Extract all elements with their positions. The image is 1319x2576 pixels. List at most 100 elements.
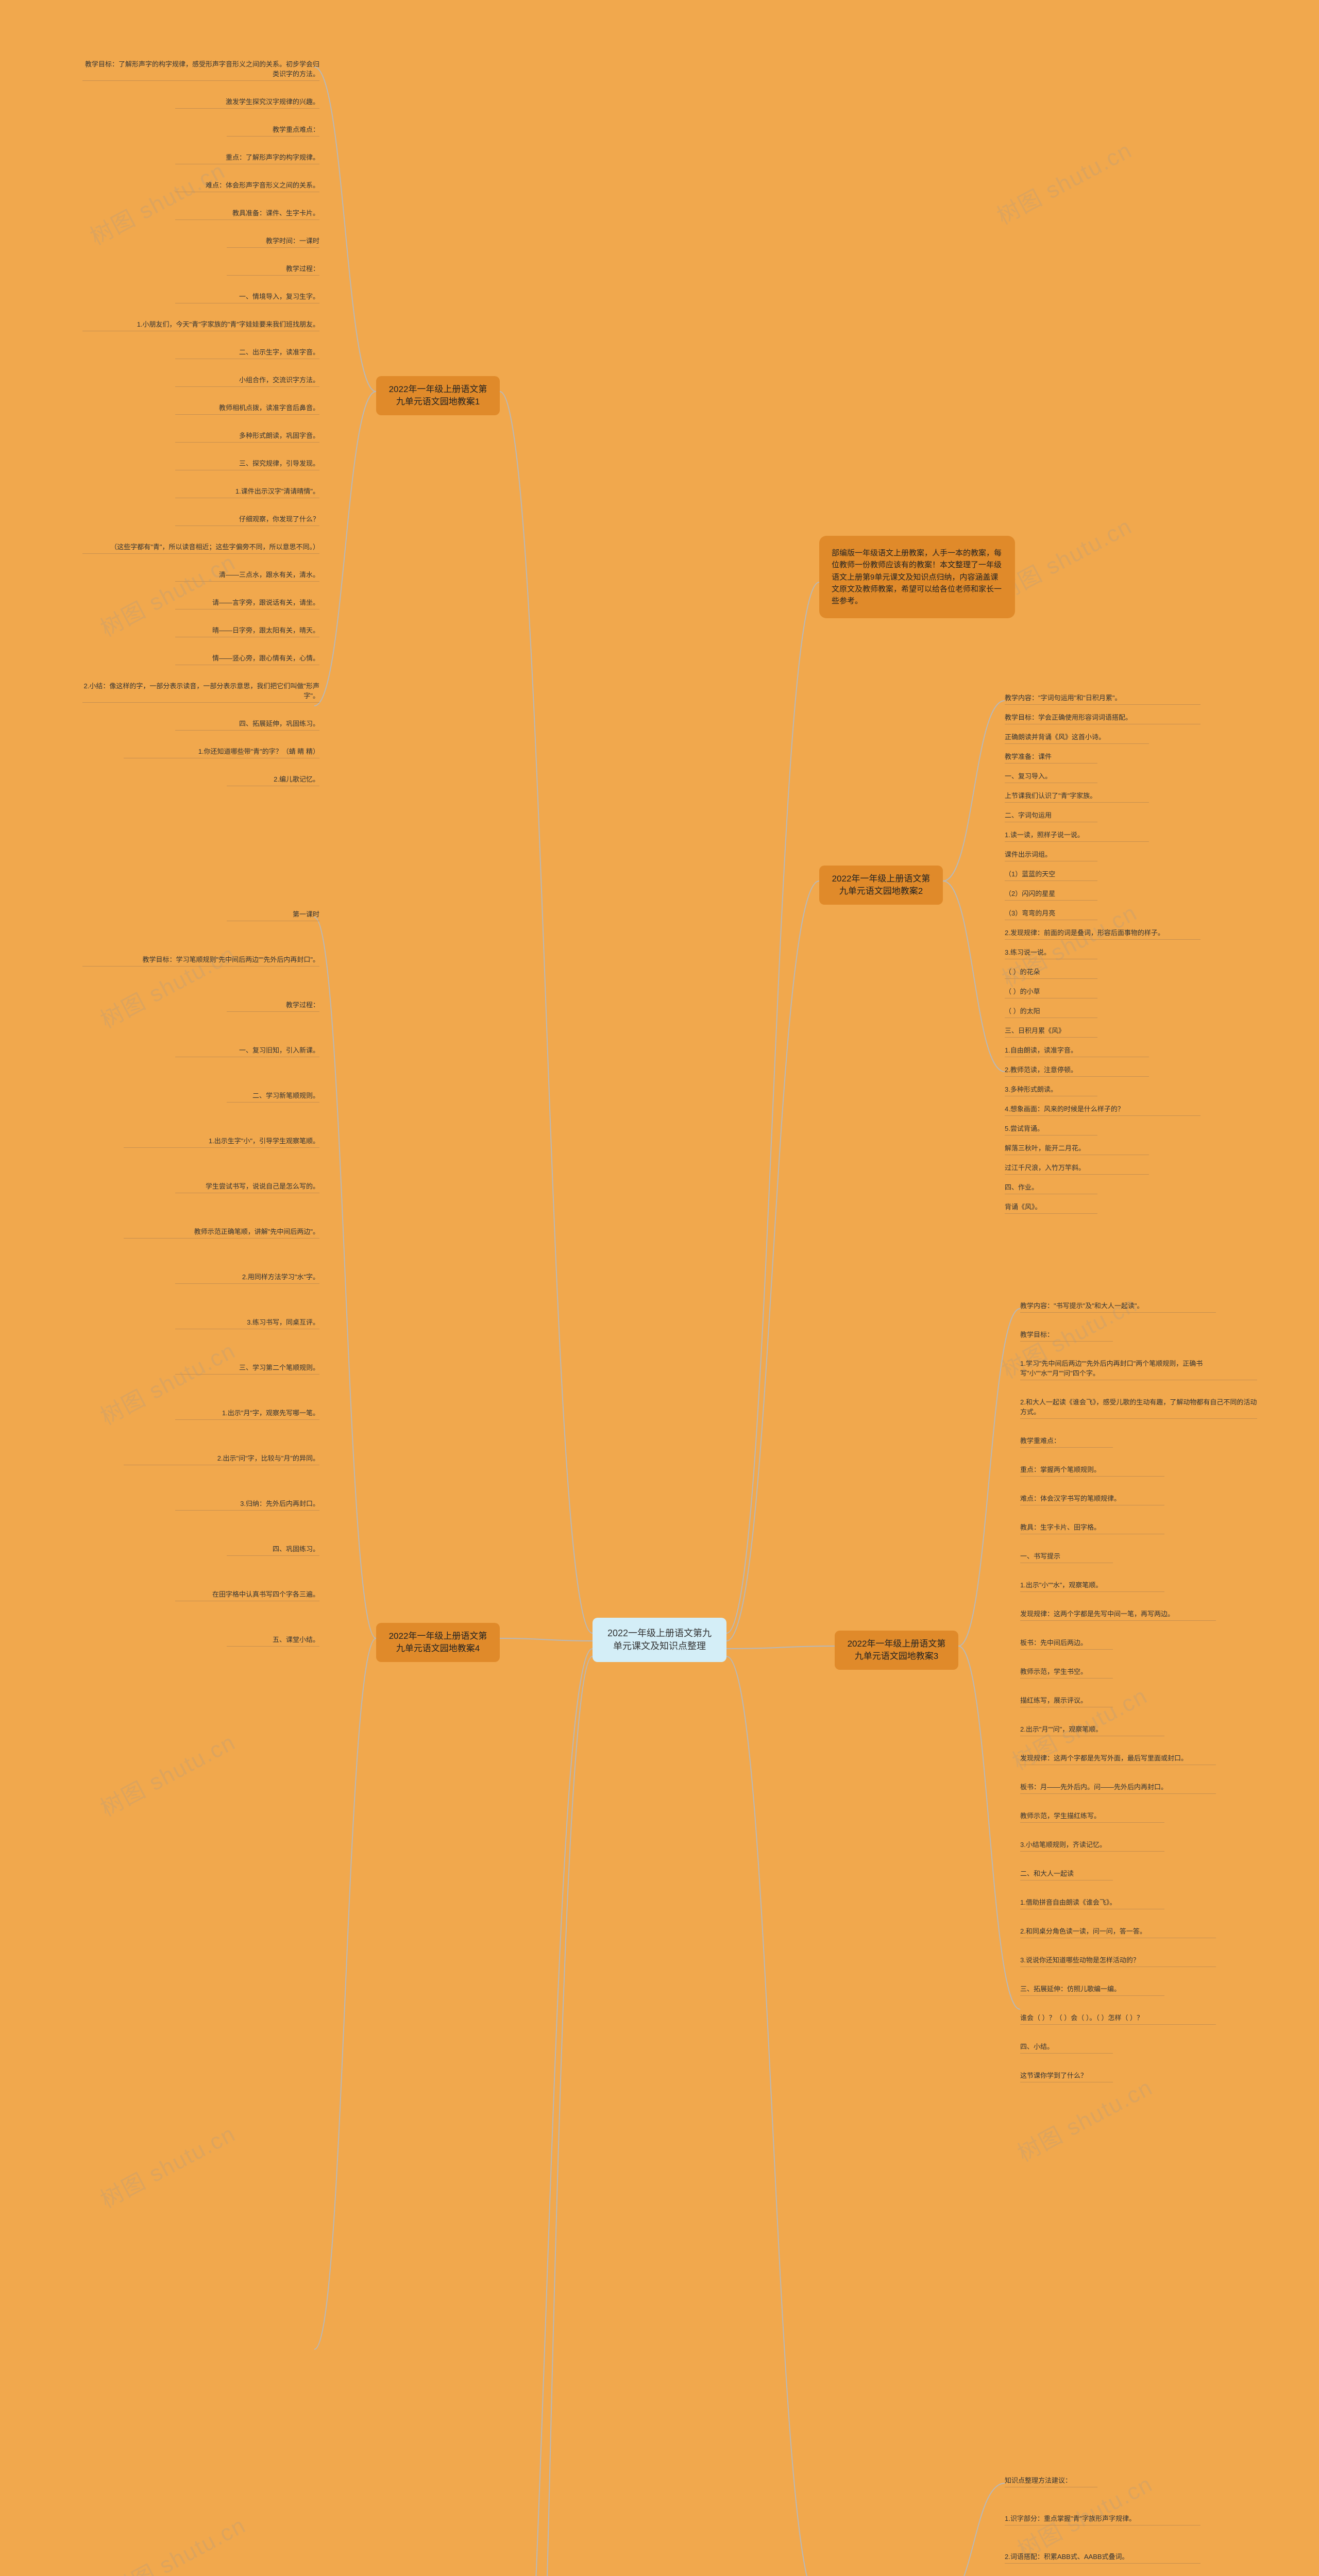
leaf-item: 3.说说你还知道哪些动物是怎样活动的？: [1020, 1953, 1216, 1967]
leaf-stack-b3: 教学内容："书写提示"及"和大人一起读"。教学目标：1.学习"先中间后两边""先…: [1020, 1298, 1267, 2082]
leaf-item: 情——竖心旁，跟心情有关，心情。: [175, 651, 319, 665]
leaf-item: 一、书写提示: [1020, 1549, 1113, 1563]
watermark: 树图 shutu.cn: [94, 2115, 241, 2214]
leaf-item: 五、课堂小结。: [227, 1632, 319, 1647]
leaf-item: 1.你还知道哪些带"青"的字？（蜻 睛 精）: [124, 744, 319, 758]
leaf-item: 上节课我们认识了"青"字家族。: [1005, 788, 1149, 803]
leaf-item: 难点：体会形声字音形义之间的关系。: [175, 178, 319, 192]
leaf-item: 在田字格中认真书写四个字各三遍。: [175, 1587, 319, 1601]
leaf-stack-b7: 知识点整理方法建议： 1.识字部分：重点掌握"青"字族形声字规律。 2.词语搭配：积…: [1005, 2473, 1252, 2576]
leaf-item: 教学内容："书写提示"及"和大人一起读"。: [1020, 1298, 1216, 1313]
leaf-item: （2）闪闪的星星: [1005, 886, 1097, 901]
root-node: 2022一年级上册语文第九单元课文及知识点整理: [593, 1618, 726, 1662]
branch-b3: 2022年一年级上册语文第九单元语文园地教案3: [835, 1631, 958, 1670]
leaf-item: 1.借助拼音自由朗读《谁会飞》。: [1020, 1895, 1164, 1909]
leaf-item: 3.小结笔顺规则，齐读记忆。: [1020, 1837, 1164, 1852]
leaf-item: 教学准备：课件: [1005, 749, 1097, 764]
leaf-item: 仔细观察，你发现了什么？: [175, 512, 319, 526]
leaf-item: 三、日积月累《风》: [1005, 1023, 1097, 1038]
leaf-item: （ ）的太阳: [1005, 1004, 1097, 1018]
leaf-item: 5.尝试背诵。: [1005, 1121, 1097, 1136]
leaf-item: （3）弯弯的月亮: [1005, 906, 1097, 920]
leaf-item: 二、和大人一起读: [1020, 1866, 1113, 1880]
leaf-item: 2.发现规律：前面的词是叠词，形容后面事物的样子。: [1005, 925, 1200, 940]
leaf-item: 四、巩固练习。: [227, 1541, 319, 1556]
leaf-item: 2.和同桌分角色读一读，问一问，答一答。: [1020, 1924, 1216, 1938]
leaf-item: （ ）的小草: [1005, 984, 1097, 998]
leaf-item: 3.多种形式朗读。: [1005, 1082, 1097, 1096]
leaf-item: 过江千尺浪，入竹万竿斜。: [1005, 1160, 1149, 1175]
leaf-item: 3.练习书写，同桌互评。: [175, 1315, 319, 1329]
leaf-item: 解落三秋叶，能开二月花。: [1005, 1141, 1149, 1155]
watermark: 树图 shutu.cn: [1011, 2069, 1158, 2168]
branch-b1: 2022年一年级上册语文第九单元语文园地教案1: [376, 376, 500, 415]
leaf-item: 知识点整理方法建议：: [1005, 2473, 1097, 2487]
leaf-item: 1.自由朗读，读准字音。: [1005, 1043, 1149, 1057]
leaf-item: 教师示范，学生书空。: [1020, 1664, 1113, 1679]
leaf-item: 2.编儿歌记忆。: [227, 772, 319, 786]
leaf-item: 一、情境导入，复习生字。: [175, 289, 319, 303]
leaf-item: 教师相机点拨，读准字音后鼻音。: [175, 400, 319, 415]
leaf-item: 二、字词句运用: [1005, 808, 1097, 822]
leaf-item: 2.教师范读，注意停顿。: [1005, 1062, 1149, 1077]
branch-b4: 2022年一年级上册语文第九单元语文园地教案4: [376, 1623, 500, 1662]
leaf-item: 多种形式朗读，巩固字音。: [175, 428, 319, 443]
leaf-item: 小组合作，交流识字方法。: [175, 372, 319, 387]
leaf-item: 3.练习说一说。: [1005, 945, 1097, 959]
leaf-item: 三、学习第二个笔顺规则。: [175, 1360, 319, 1375]
leaf-item: 2.词语搭配：积累ABB式、AABB式叠词。: [1005, 2549, 1200, 2564]
leaf-item: 教师示范，学生描红练写。: [1020, 1808, 1164, 1823]
leaf-item: 板书：月——先外后内。问——先外后内再封口。: [1020, 1780, 1216, 1794]
leaf-item: 请——言字旁，跟说话有关，请坐。: [175, 595, 319, 609]
leaf-stack-b2: 教学内容："字词句运用"和"日积月累"。教学目标：学会正确使用形容词词语搭配。正…: [1005, 690, 1252, 1214]
leaf-item: 第一课时: [227, 907, 319, 921]
leaf-item: 学生尝试书写，说说自己是怎么写的。: [175, 1179, 319, 1193]
leaf-item: 教学重难点：: [1020, 1433, 1113, 1448]
leaf-item: 教具准备：课件、生字卡片。: [175, 206, 319, 220]
leaf-item: 1.出示"月"字，观察先写哪一笔。: [175, 1405, 319, 1420]
leaf-item: 教学内容："字词句运用"和"日积月累"。: [1005, 690, 1200, 705]
leaf-item: 教学目标：: [1020, 1327, 1113, 1342]
leaf-item: 重点：了解形声字的构字规律。: [175, 150, 319, 164]
leaf-item: 背诵《风》。: [1005, 1199, 1097, 1214]
leaf-item: 1.识字部分：重点掌握"青"字族形声字规律。: [1005, 2511, 1200, 2526]
leaf-stack-b4: 第一课时教学目标：学习笔顺规则"先中间后两边""先外后内再封口"。教学过程： 一、…: [72, 907, 319, 1647]
leaf-item: 教学重点难点：: [227, 122, 319, 137]
watermark: 树图 shutu.cn: [990, 132, 1137, 231]
leaf-item: 教学时间：一课时: [227, 233, 319, 248]
intro-node: 部编版一年级语文上册教案，人手一本的教案，每位教师一份教师应该有的教案！本文整理…: [819, 536, 1015, 618]
leaf-item: 一、复习导入。: [1005, 769, 1097, 783]
leaf-item: 2.和大人一起读《谁会飞》，感受儿歌的生动有趣，了解动物都有自己不同的活动方式。: [1020, 1395, 1257, 1419]
leaf-item: 描红练写，展示评议。: [1020, 1693, 1113, 1707]
leaf-item: 教学过程：: [227, 997, 319, 1012]
leaf-item: 三、探究规律，引导发现。: [175, 456, 319, 470]
leaf-item: 1.读一读，照样子说一说。: [1005, 827, 1149, 842]
leaf-item: 谁会（ ）？（ ）会（ ）。（ ）怎样（ ）？: [1020, 2010, 1216, 2025]
watermark: 树图 shutu.cn: [104, 2507, 251, 2576]
leaf-item: 教学目标：学会正确使用形容词词语搭配。: [1005, 710, 1200, 724]
leaf-item: 教学目标：学习笔顺规则"先中间后两边""先外后内再封口"。: [82, 952, 319, 967]
leaf-item: 二、学习新笔顺规则。: [227, 1088, 319, 1103]
leaf-item: （这些字都有"青"，所以读音相近；这些字偏旁不同，所以意思不同。）: [82, 539, 319, 554]
leaf-item: 2.用同样方法学习"水"字。: [175, 1269, 319, 1284]
leaf-item: 这节课你学到了什么？: [1020, 2068, 1113, 2082]
branch-b2: 2022年一年级上册语文第九单元语文园地教案2: [819, 866, 943, 905]
leaf-item: 二、出示生字，读准字音。: [175, 345, 319, 359]
leaf-item: 晴——日字旁，跟太阳有关，晴天。: [175, 623, 319, 637]
leaf-item: 1.小朋友们，今天"青"字家族的"青"字娃娃要来我们班找朋友。: [82, 317, 319, 331]
leaf-item: 难点：体会汉字书写的笔顺规律。: [1020, 1491, 1164, 1505]
leaf-item: 一、复习旧知，引入新课。: [175, 1043, 319, 1057]
leaf-item: 4.想象画面：风来的时候是什么样子的？: [1005, 1101, 1200, 1116]
leaf-item: 2.出示"问"字，比较与"月"的异同。: [124, 1451, 319, 1465]
leaf-item: 1.出示生字"小"，引导学生观察笔顺。: [124, 1133, 319, 1148]
leaf-item: 四、拓展延伸，巩固练习。: [175, 716, 319, 731]
leaf-item: （ ）的花朵: [1005, 964, 1097, 979]
leaf-item: 2.出示"月""问"，观察笔顺。: [1020, 1722, 1164, 1736]
leaf-item: 教学目标：了解形声字的构字规律，感受形声字音形义之间的关系。初步学会归类识字的方…: [82, 57, 319, 81]
leaf-item: 发现规律：这两个字都是先写中间一笔，再写两边。: [1020, 1606, 1216, 1621]
watermark: 树图 shutu.cn: [94, 1724, 241, 1823]
leaf-item: 激发学生探究汉字规律的兴趣。: [175, 94, 319, 109]
leaf-item: 教学过程：: [227, 261, 319, 276]
leaf-item: 1.出示"小""水"，观察笔顺。: [1020, 1578, 1164, 1592]
leaf-item: 发现规律：这两个字都是先写外面，最后写里面或封口。: [1020, 1751, 1216, 1765]
